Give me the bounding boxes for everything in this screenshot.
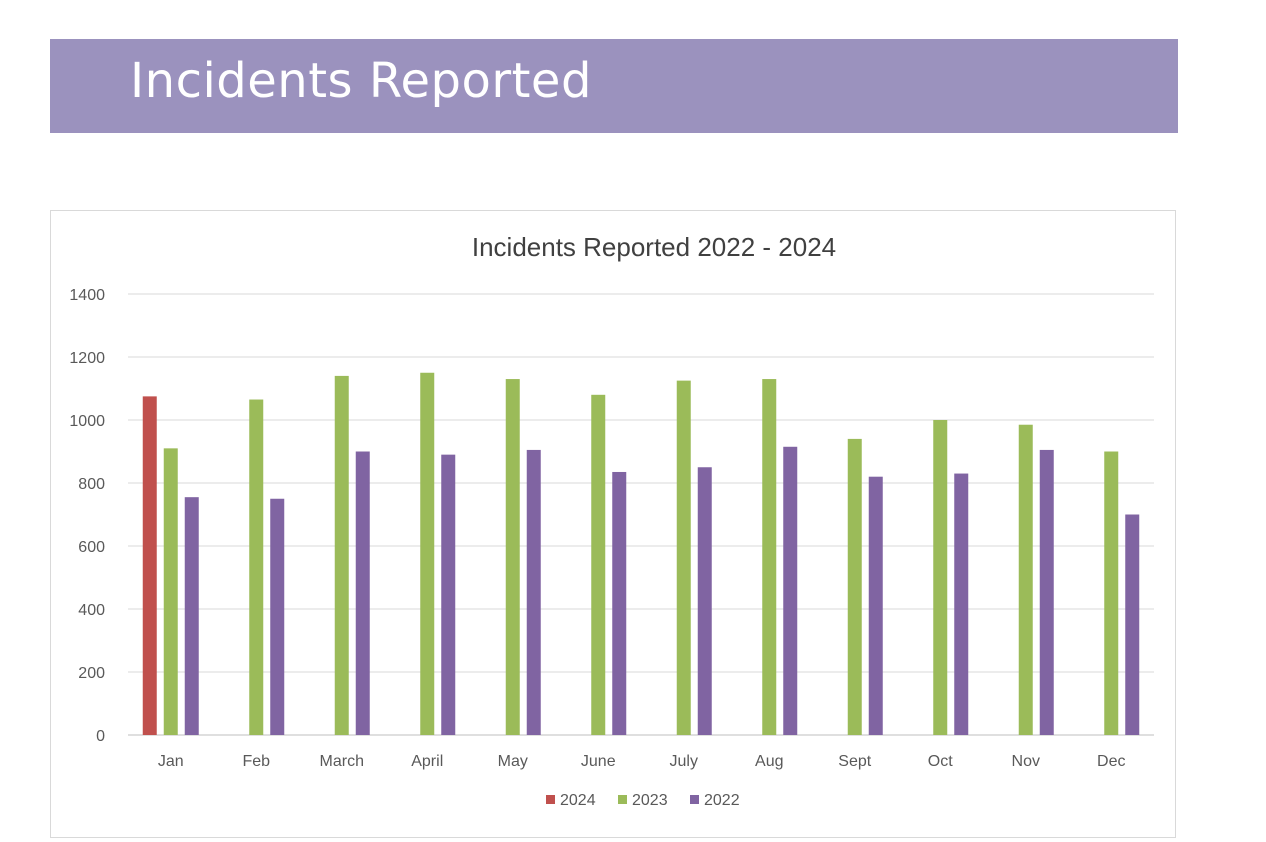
bar-2023-Sept bbox=[847, 438, 862, 735]
bar-2022-March bbox=[355, 451, 370, 735]
bar-2023-Dec bbox=[1104, 451, 1119, 735]
y-tick-label: 1400 bbox=[69, 287, 105, 304]
x-tick-label: May bbox=[498, 753, 528, 770]
x-tick-label: March bbox=[320, 753, 364, 770]
bar-2023-April bbox=[420, 372, 435, 735]
x-tick-label: July bbox=[670, 753, 698, 770]
x-tick-label: Feb bbox=[242, 753, 270, 770]
bar-2022-June bbox=[612, 471, 627, 735]
bar-2023-Feb bbox=[249, 399, 264, 735]
y-tick-label: 400 bbox=[78, 602, 105, 619]
bar-2023-Oct bbox=[933, 420, 948, 735]
x-tick-label: Oct bbox=[928, 753, 953, 770]
bar-2022-Nov bbox=[1039, 449, 1054, 735]
x-tick-label: April bbox=[411, 753, 443, 770]
bar-2022-Dec bbox=[1125, 514, 1140, 735]
bar-2023-June bbox=[591, 394, 606, 735]
bar-2024-Jan bbox=[142, 396, 157, 735]
y-tick-label: 1000 bbox=[69, 413, 105, 430]
y-tick-label: 800 bbox=[78, 476, 105, 493]
x-tick-label: Dec bbox=[1097, 753, 1125, 770]
bar-chart: Incidents Reported 2022 - 2024 0 200 400 600… bbox=[69, 232, 1154, 809]
bar-2023-Nov bbox=[1018, 424, 1033, 735]
bar-2022-July bbox=[697, 467, 712, 735]
bar-2022-Jan bbox=[184, 497, 199, 735]
bar-2023-Jan bbox=[163, 448, 178, 735]
x-tick-label: Aug bbox=[755, 753, 783, 770]
legend-label-2024: 2024 bbox=[560, 792, 596, 809]
chart-container: Incidents Reported 2022 - 2024 0 200 400 600… bbox=[50, 210, 1176, 838]
legend-swatch-2023 bbox=[618, 795, 627, 804]
x-tick-label: Sept bbox=[838, 753, 871, 770]
legend-swatch-2022 bbox=[690, 795, 699, 804]
bar-2023-March bbox=[334, 375, 349, 735]
legend-swatch-2024 bbox=[546, 795, 555, 804]
chart-title: Incidents Reported 2022 - 2024 bbox=[472, 232, 836, 262]
bar-2022-Sept bbox=[868, 476, 883, 735]
x-tick-label: June bbox=[581, 753, 616, 770]
bar-2023-July bbox=[676, 380, 691, 735]
bar-2022-Aug bbox=[783, 446, 798, 735]
bar-2022-April bbox=[441, 454, 456, 735]
bar-2022-Feb bbox=[270, 498, 285, 735]
page-title: Incidents Reported bbox=[130, 53, 592, 109]
x-tick-label: Nov bbox=[1012, 753, 1040, 770]
header-banner: Incidents Reported bbox=[50, 39, 1178, 133]
legend-label-2022: 2022 bbox=[704, 792, 740, 809]
bar-2022-Oct bbox=[954, 473, 969, 735]
y-tick-label: 1200 bbox=[69, 350, 105, 367]
x-tick-label: Jan bbox=[158, 753, 184, 770]
y-tick-label: 200 bbox=[78, 665, 105, 682]
bar-2023-May bbox=[505, 379, 520, 735]
bar-2022-May bbox=[526, 449, 541, 735]
bar-2023-Aug bbox=[762, 379, 777, 735]
y-tick-label: 600 bbox=[78, 539, 105, 556]
y-tick-label: 0 bbox=[96, 728, 105, 745]
legend-label-2023: 2023 bbox=[632, 792, 668, 809]
